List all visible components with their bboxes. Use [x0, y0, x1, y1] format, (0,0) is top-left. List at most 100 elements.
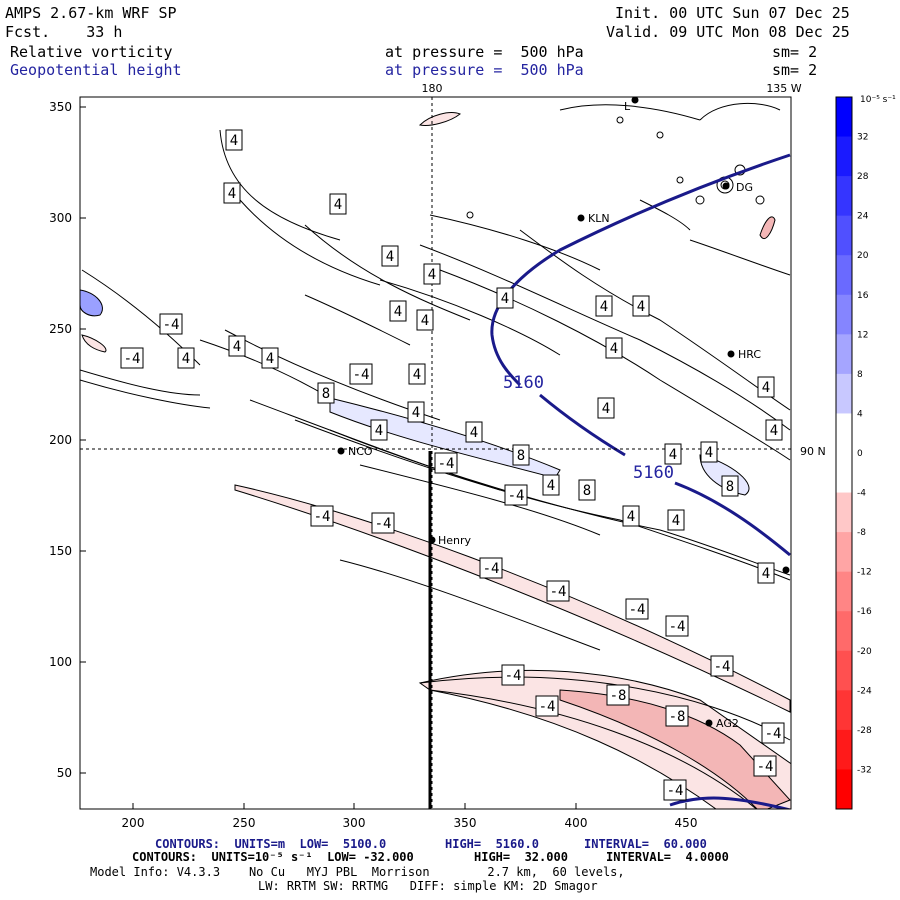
colorbar-unit: 10⁻⁵ s⁻¹: [860, 95, 896, 105]
contour-label-box: [370, 419, 388, 441]
colorbar-swatch: [836, 176, 852, 217]
station-label: DG: [736, 181, 753, 194]
y-tick-label: 150: [49, 544, 72, 558]
contour-value-label: 8: [726, 479, 734, 495]
contour-label-box: [120, 347, 144, 369]
negative-vorticity-blob-west: [81, 334, 107, 353]
contour-value-label: 4: [421, 313, 429, 329]
colorbar-swatch: [836, 215, 852, 256]
x-tick-label: 300: [343, 816, 366, 830]
y-tick-label: 200: [49, 433, 72, 447]
contour-value-label: -4: [539, 699, 556, 715]
contour-value-label: 4: [228, 186, 236, 202]
colorbar-swatch: [836, 373, 852, 414]
footer-model-info: Model Info: V4.3.3 No Cu MYJ PBL Morriso…: [90, 865, 625, 879]
contour-value-label: 4: [669, 447, 677, 463]
colorbar-tick-label: -8: [857, 528, 866, 538]
colorbar-tick-label: -32: [857, 765, 872, 775]
contour-label-box: [329, 193, 347, 215]
height-contour-label: 5160: [503, 373, 544, 393]
contour-value-label: -8: [610, 688, 627, 704]
contour-value-label: 4: [412, 405, 420, 421]
y-tick-label: 50: [57, 766, 72, 780]
meridian-135w-label: 135 W: [766, 82, 801, 95]
colorbar-swatch: [836, 453, 852, 494]
colorbar-tick-label: 12: [857, 330, 868, 340]
colorbar-swatch: [836, 255, 852, 296]
vorticity-field: [80, 102, 791, 809]
station-label: AG2: [716, 717, 739, 730]
colorbar-frame: [835, 96, 853, 810]
contour-label-box: [389, 300, 407, 322]
contour-label-box: [177, 347, 195, 369]
init-time: Init. 00 UTC Sun 07 Dec 25: [615, 4, 850, 22]
height-contour-label: 5160: [633, 463, 674, 483]
contour-value-label: -4: [714, 659, 731, 675]
contour-label-box: [408, 363, 426, 385]
x-tick-label: 350: [454, 816, 477, 830]
field2-pressure: at pressure = 500 hPa: [385, 61, 584, 79]
field2-name: Geopotential height: [10, 61, 182, 79]
contour-label-box: [753, 755, 777, 777]
contour-value-label: 4: [413, 367, 421, 383]
contour-value-label: -8: [669, 709, 686, 725]
contour-value-label: 4: [182, 351, 190, 367]
colorbar-swatch: [836, 611, 852, 652]
contour-value-label: 4: [230, 133, 238, 149]
station-label: Henry: [438, 534, 472, 547]
colorbar-tick-label: 4: [857, 409, 863, 419]
contour-label-box: [434, 452, 458, 474]
contour-label-box: [664, 443, 682, 465]
vorticity-contour-labels: 4 4 4 4 4 4 4 4 4 4 4 4 4 4 4 4 4 4 4 4 4 4 4 4 4 4 4 -4 -4 -4 -4 -4 -4 -…: [120, 129, 785, 801]
colorbar-tick-label: -16: [857, 607, 872, 617]
x-tick-label: 450: [675, 816, 698, 830]
contour-label-box: [663, 779, 687, 801]
contour-value-label: 4: [610, 341, 618, 357]
colorbar-tick-label: -12: [857, 568, 872, 578]
stations: NCO Henry KLN HRC AG2 DG L: [337, 96, 790, 730]
contour-label-box: [757, 562, 775, 584]
contour-value-label: 4: [266, 351, 274, 367]
footer-contours-vort-b: HIGH= 32.000: [474, 850, 568, 864]
colorbar-swatch: [836, 729, 852, 770]
contour-label-box: [349, 363, 373, 385]
contour-label-box: [597, 397, 615, 419]
contour-label-box: [721, 475, 739, 497]
colorbar-swatch: [836, 690, 852, 731]
colorbar-swatch: [836, 413, 852, 454]
colorbar-tick-label: -24: [857, 686, 872, 696]
colorbar-swatch: [836, 650, 852, 691]
contour-label-box: [223, 182, 241, 204]
contour-label-box: [578, 479, 596, 501]
contour-label-box: [632, 295, 650, 317]
negative-vorticity-blob-ne: [759, 216, 776, 240]
contour-value-label: 4: [547, 478, 555, 494]
contour-label-box: [710, 655, 734, 677]
contour-value-label: 4: [375, 423, 383, 439]
y-tick-label: 300: [49, 211, 72, 225]
contour-value-label: 4: [637, 299, 645, 315]
contour-value-label: 4: [705, 445, 713, 461]
parallel-90n-label: 90 N: [800, 445, 826, 458]
colorbar-swatch: [836, 492, 852, 533]
contour-value-label: -4: [629, 602, 646, 618]
geopotential-contours: [490, 153, 791, 809]
y-tick-label: 100: [49, 655, 72, 669]
contour-label-box: [465, 421, 483, 443]
contour-value-label: -4: [124, 351, 141, 367]
contour-value-label: -4: [508, 488, 525, 504]
forecast-hour: Fcst. 33 h: [5, 23, 123, 41]
station-label: HRC: [738, 348, 761, 361]
contour-value-label: -4: [163, 317, 180, 333]
contour-label-box: [423, 263, 441, 285]
contour-value-label: 4: [386, 249, 394, 265]
contour-label-box: [504, 484, 528, 506]
contour-label-box: [381, 245, 399, 267]
contour-value-label: 4: [334, 197, 342, 213]
contour-label-box: [371, 512, 395, 534]
y-tick-label: 350: [49, 100, 72, 114]
colorbar-swatch: [836, 532, 852, 573]
x-tick-label: 250: [233, 816, 256, 830]
negative-vorticity-blob-north: [418, 112, 461, 126]
contour-label-box: [317, 382, 335, 404]
